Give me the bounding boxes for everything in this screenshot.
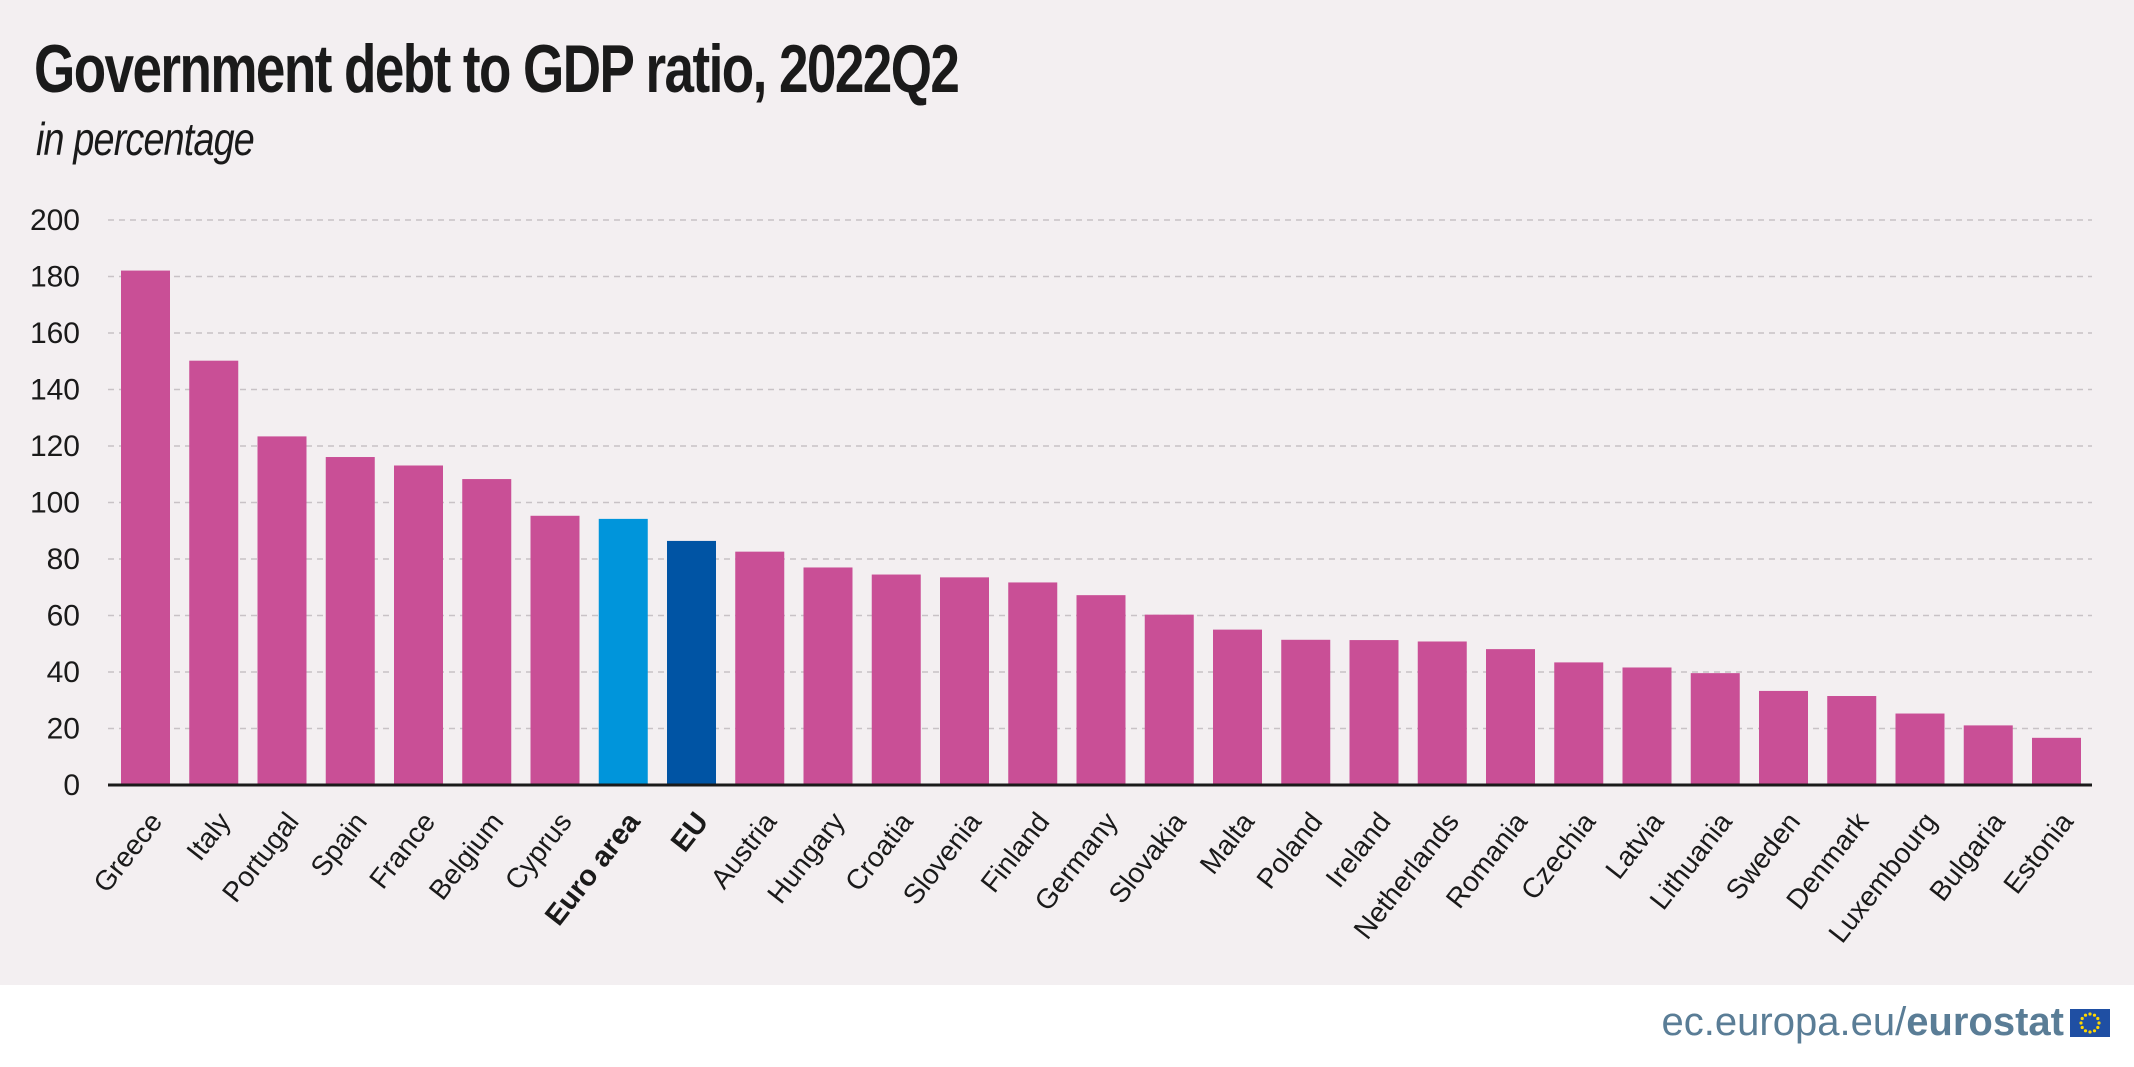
- y-tick-label: 200: [30, 204, 80, 237]
- y-tick-label: 140: [30, 374, 80, 407]
- bar-romania: [1486, 649, 1535, 785]
- x-tick-label: Poland: [1250, 807, 1328, 895]
- bar-sweden: [1759, 690, 1808, 785]
- x-tick-label: Czechia: [1515, 806, 1602, 905]
- chart-subtitle: in percentage: [36, 113, 255, 165]
- footer-site[interactable]: ec.europa.eu/: [1661, 1000, 1907, 1044]
- bar-netherlands: [1417, 641, 1467, 785]
- bar-malta: [1213, 629, 1262, 785]
- bar-latvia: [1622, 667, 1672, 785]
- bar-euro-area: [598, 518, 648, 785]
- bar-italy: [189, 360, 239, 785]
- y-tick-label: 0: [63, 769, 80, 802]
- bar-cyprus: [530, 515, 580, 785]
- y-tick-label: 180: [30, 261, 80, 294]
- bar-czechia: [1554, 662, 1604, 785]
- bar-germany: [1076, 595, 1126, 785]
- bar-finland: [1008, 582, 1058, 785]
- y-tick-label: 120: [30, 430, 80, 463]
- bar-eu: [667, 540, 716, 785]
- bar-ireland: [1349, 640, 1399, 785]
- eu-flag-icon: [2070, 1008, 2110, 1037]
- bars: [121, 270, 2081, 785]
- chart-title: Government debt to GDP ratio, 2022Q2: [34, 31, 960, 107]
- bar-portugal: [257, 436, 307, 785]
- y-tick-label: 80: [47, 543, 80, 576]
- bar-luxembourg: [1895, 713, 1945, 785]
- bar-poland: [1281, 639, 1331, 785]
- bar-austria: [735, 551, 785, 785]
- y-tick-label: 100: [30, 487, 80, 520]
- bar-slovenia: [940, 577, 989, 785]
- bar-bulgaria: [1963, 725, 2013, 785]
- footer-brand[interactable]: eurostat: [1906, 1000, 2064, 1044]
- x-tick-label: Spain: [304, 807, 373, 883]
- y-tick-label: 60: [47, 600, 80, 633]
- x-tick-label: Italy: [180, 807, 236, 867]
- y-tick-label: 160: [30, 317, 80, 350]
- bar-estonia: [2032, 737, 2081, 785]
- y-axis-ticks: 0 20 40 60 80 100 120 140 160 180 200: [30, 204, 80, 802]
- x-tick-label: EU: [665, 807, 715, 858]
- x-tick-label: Estonia: [1997, 806, 2079, 899]
- y-tick-label: 20: [47, 713, 80, 746]
- y-tick-label: 40: [47, 656, 80, 689]
- x-tick-label: Greece: [87, 807, 168, 898]
- bar-croatia: [871, 574, 921, 785]
- x-tick-label: Malta: [1194, 806, 1261, 879]
- bar-spain: [325, 457, 375, 785]
- bar-denmark: [1827, 696, 1877, 785]
- bar-slovakia: [1144, 614, 1194, 785]
- bar-belgium: [462, 479, 512, 785]
- bar-greece: [121, 270, 170, 785]
- bar-hungary: [803, 567, 853, 785]
- source-footer: ec.europa.eu/ eurostat: [1662, 1000, 2110, 1045]
- x-tick-label: Latvia: [1599, 806, 1670, 884]
- bar-france: [394, 465, 443, 785]
- bar-lithuania: [1690, 673, 1740, 785]
